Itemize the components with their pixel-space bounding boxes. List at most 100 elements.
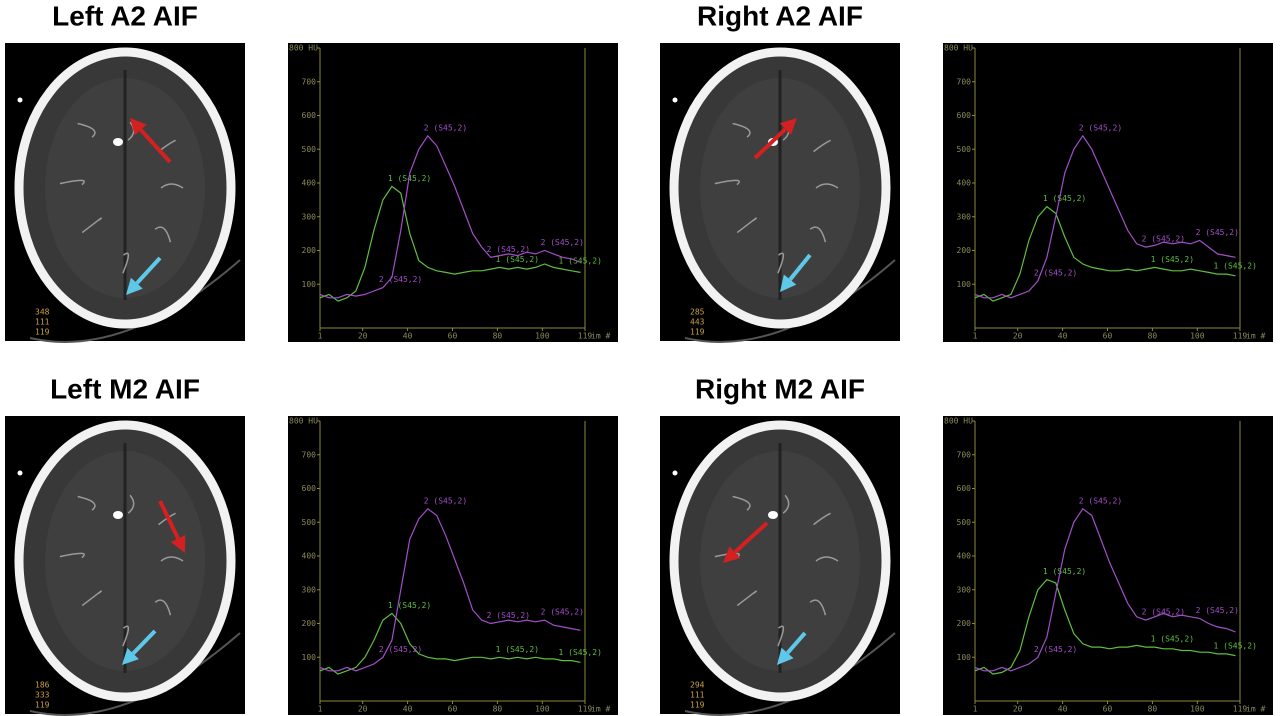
- y-tick-label: 600: [302, 111, 317, 120]
- series-label: 2 (S45,2): [424, 496, 467, 505]
- ventricle: [768, 511, 778, 519]
- series-label: 1 (S45,2): [388, 601, 431, 610]
- x-tick-label: 60: [448, 332, 458, 341]
- y-tick-label: 500: [957, 518, 972, 527]
- x-tick-label: 60: [448, 705, 458, 714]
- y-tick-label: 800 HU: [289, 44, 318, 53]
- vessel: [127, 494, 135, 514]
- x-tick-label: 40: [403, 705, 413, 714]
- arrow-head: [130, 118, 147, 136]
- vessel: [732, 495, 751, 511]
- ventricle: [113, 138, 123, 146]
- vessel: [160, 183, 184, 189]
- x-tick-label: 60: [1103, 332, 1113, 341]
- vessel: [160, 556, 184, 562]
- series-label: 1 (S45,2): [1151, 635, 1194, 644]
- x-tick-label: 1: [973, 705, 978, 714]
- vessel: [809, 226, 827, 243]
- marker-dot: [672, 97, 678, 103]
- x-tick-label: 40: [1058, 705, 1068, 714]
- arrow-shaft: [158, 500, 180, 540]
- arrow-head: [170, 535, 186, 553]
- ct-overlay-text: 186: [35, 681, 50, 690]
- vessel: [815, 183, 839, 189]
- y-tick-label: 200: [957, 619, 972, 628]
- panel-title: Right M2 AIF: [695, 373, 865, 404]
- series-label: 2 (S45,2): [487, 245, 530, 254]
- ct-overlay-text: 119: [35, 328, 50, 337]
- series-label: 1 (S45,2): [559, 648, 602, 657]
- series-label: 2 (S45,2): [1079, 123, 1122, 132]
- x-tick-label: 80: [493, 332, 503, 341]
- y-tick-label: 800 HU: [944, 417, 973, 426]
- vessel: [81, 217, 102, 234]
- x-tick-label: 20: [1013, 332, 1023, 341]
- x-tick-label: 119: [578, 332, 593, 341]
- head-rest: [684, 259, 896, 343]
- x-tick-label: 40: [1058, 332, 1068, 341]
- ventricle: [113, 511, 123, 519]
- vessel: [736, 217, 757, 234]
- x-axis-label: im #: [591, 705, 610, 714]
- series-label: 2 (S45,2): [1034, 645, 1077, 654]
- vessel: [59, 552, 86, 559]
- series-line: [974, 507, 1236, 672]
- y-tick-label: 100: [302, 653, 317, 662]
- x-tick-label: 119: [1233, 332, 1248, 341]
- vessel: [777, 625, 785, 647]
- x-tick-label: 1: [318, 705, 323, 714]
- y-tick-label: 300: [302, 585, 317, 594]
- ct-overlay-text: 111: [690, 691, 705, 700]
- x-tick-label: 119: [1233, 705, 1248, 714]
- vessel: [81, 590, 102, 607]
- series-label: 2 (S45,2): [1079, 496, 1122, 505]
- y-tick-label: 600: [957, 111, 972, 120]
- y-tick-label: 700: [957, 77, 972, 86]
- marker-dot: [672, 470, 678, 476]
- head-rest: [684, 632, 896, 716]
- series-line: [319, 507, 581, 672]
- vessel: [813, 139, 831, 153]
- y-tick-label: 700: [302, 450, 317, 459]
- arrow-shaft: [131, 629, 157, 655]
- series-line: [974, 578, 1236, 675]
- ct-overlay-text: 119: [690, 328, 705, 337]
- arrow-head: [723, 546, 741, 563]
- panel-title: Left M2 AIF: [50, 373, 200, 404]
- panel-title: Right A2 AIF: [697, 0, 863, 31]
- y-tick-label: 800 HU: [944, 44, 973, 53]
- y-tick-label: 400: [302, 552, 317, 561]
- chart-box: [288, 416, 618, 715]
- ct-overlay-text: 443: [690, 318, 705, 327]
- y-tick-label: 700: [957, 450, 972, 459]
- y-tick-label: 100: [302, 280, 317, 289]
- ct-overlay-text: 294: [690, 681, 705, 690]
- ct-overlay-text: 285: [690, 308, 705, 317]
- x-tick-label: 40: [403, 332, 413, 341]
- series-label: 1 (S45,2): [559, 257, 602, 266]
- y-tick-label: 300: [957, 585, 972, 594]
- vessel: [714, 179, 741, 186]
- y-tick-label: 200: [957, 246, 972, 255]
- chart-box: [943, 416, 1273, 715]
- y-tick-label: 400: [302, 179, 317, 188]
- x-tick-label: 1: [318, 332, 323, 341]
- ct-overlay-text: 119: [690, 701, 705, 710]
- series-line: [974, 205, 1236, 302]
- x-axis-label: im #: [591, 332, 610, 341]
- x-tick-label: 20: [358, 705, 368, 714]
- series-label: 2 (S45,2): [487, 611, 530, 620]
- vessel: [59, 179, 86, 186]
- x-tick-label: 80: [493, 705, 503, 714]
- ct-overlay-text: 119: [35, 701, 50, 710]
- arrow-shaft: [139, 128, 172, 164]
- vessel: [732, 122, 751, 138]
- series-label: 1 (S45,2): [496, 255, 539, 264]
- vessel: [154, 226, 172, 243]
- vessel: [777, 252, 785, 274]
- panel-title: Left A2 AIF: [52, 0, 198, 31]
- series-label: 2 (S45,2): [1034, 268, 1077, 277]
- x-tick-label: 80: [1148, 332, 1158, 341]
- vessel: [815, 556, 839, 562]
